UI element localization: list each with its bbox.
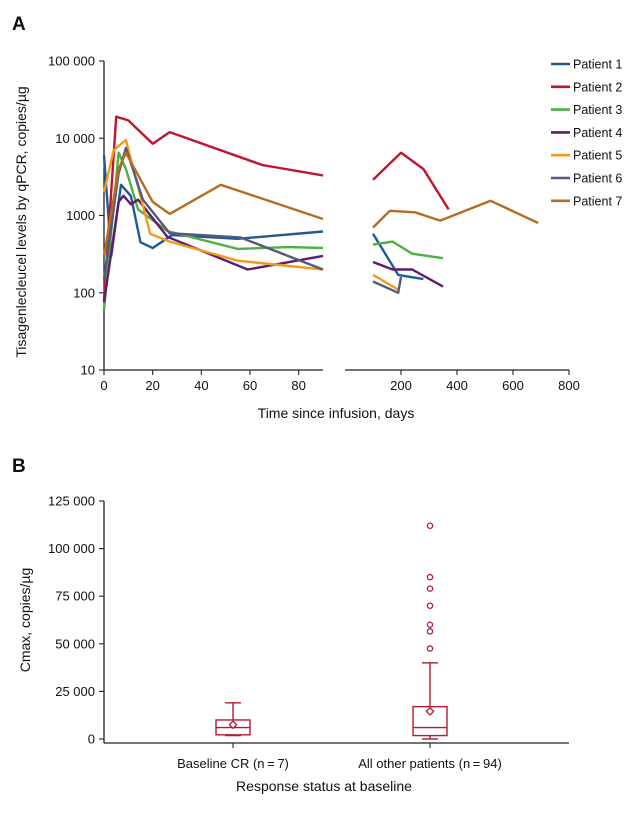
panel-a-y-tick-label: 1000	[66, 208, 95, 223]
panel-a-x-tick-label: 600	[502, 378, 524, 393]
patient-4-legend-label: Patient 4	[573, 126, 622, 140]
panel-b-y-axis-title: Cmax, copies/µg	[17, 568, 33, 673]
patient-5-line-early	[102, 138, 324, 271]
panel-a-series-lines	[102, 115, 539, 311]
patient-5-legend-label: Patient 5	[573, 149, 622, 163]
panel-b-x-axis-title: Response status at baseline	[236, 778, 412, 794]
panel-a-x-tick-label: 20	[145, 378, 159, 393]
patient-6-line-late	[372, 276, 403, 294]
patient-2-legend-label: Patient 2	[573, 80, 622, 94]
panel-a-label: A	[12, 14, 26, 35]
mean-marker	[425, 706, 435, 716]
patient-4-line-early	[102, 194, 324, 303]
outlier-point	[426, 628, 434, 635]
outlier-point	[426, 645, 434, 652]
panel-a-x-tick-label: 800	[558, 378, 580, 393]
outlier-point	[426, 621, 434, 629]
outlier-point	[426, 602, 434, 609]
patient-3-legend-label: Patient 3	[573, 103, 622, 117]
panel-a-x-tick-label: 40	[194, 378, 208, 393]
outlier-point	[426, 573, 434, 581]
panel-a-y-tick-label: 10	[81, 363, 95, 378]
panel-b-label: B	[12, 456, 26, 477]
patient-7-line-late	[372, 199, 539, 229]
panel-b-y-tick-label: 0	[88, 732, 95, 747]
panel-a-x-tick-label: 400	[446, 378, 468, 393]
panel-b-boxplots	[215, 522, 448, 740]
panel-a-y-tick-label: 10 000	[55, 131, 95, 146]
panel-a-legend: Patient 1 Patient 2 Patient 3 Patient 4 Pati…	[551, 58, 622, 208]
panel-a-x-tick-label: 60	[243, 378, 257, 393]
panel-b-y-tick-label: 75 000	[55, 589, 95, 604]
patient-3-line-early	[102, 151, 324, 311]
panel-b-y-tick-label: 50 000	[55, 636, 95, 651]
panel-a-y-tick-label: 100	[73, 285, 95, 300]
patient-3-line-late	[372, 240, 444, 260]
patient-6-legend-label: Patient 6	[573, 172, 622, 186]
panel-a-x-tick-label: 80	[291, 378, 305, 393]
patient-2-line-late	[372, 151, 450, 211]
panel-b-y-tick-label: 100 000	[48, 541, 95, 556]
patient-2-line-early	[102, 115, 324, 301]
outlier-point	[426, 522, 434, 530]
panel-a-axes: 10 100 1000 10 000 100 000 0 20 40 60 80 200 400 600…	[48, 54, 580, 394]
outlier-point	[426, 585, 434, 592]
patient-5-line-late	[372, 273, 399, 291]
patient-6-line-early	[102, 146, 324, 280]
boxplot-group-2	[412, 522, 448, 740]
panel-b-axes: 0 25 000 50 000 75 000 100 000 125 000 Baselin…	[48, 494, 569, 771]
boxplot-group-1	[215, 702, 251, 737]
patient-7-line-early	[102, 151, 324, 257]
mean-marker	[228, 720, 238, 730]
patient-1-line-late	[371, 233, 424, 281]
patient-7-legend-label: Patient 7	[573, 194, 622, 208]
panel-b-y-tick-label: 125 000	[48, 494, 95, 509]
panel-b-y-tick-label: 25 000	[55, 684, 95, 699]
panel-a-x-tick-label: 0	[100, 378, 107, 393]
patient-1-legend-label: Patient 1	[573, 58, 622, 72]
panel-b-group-label: Baseline CR (n = 7)	[177, 756, 289, 771]
panel-a-x-tick-label: 200	[390, 378, 412, 393]
panel-b-group-label: All other patients (n = 94)	[358, 756, 502, 771]
panel-a-y-axis-title: Tisagenlecleucel levels by qPCR, copies/…	[13, 86, 29, 357]
panel-a-x-axis-title: Time since infusion, days	[258, 405, 415, 421]
patient-4-line-late	[372, 260, 444, 288]
panel-a-y-tick-label: 100 000	[48, 54, 95, 69]
